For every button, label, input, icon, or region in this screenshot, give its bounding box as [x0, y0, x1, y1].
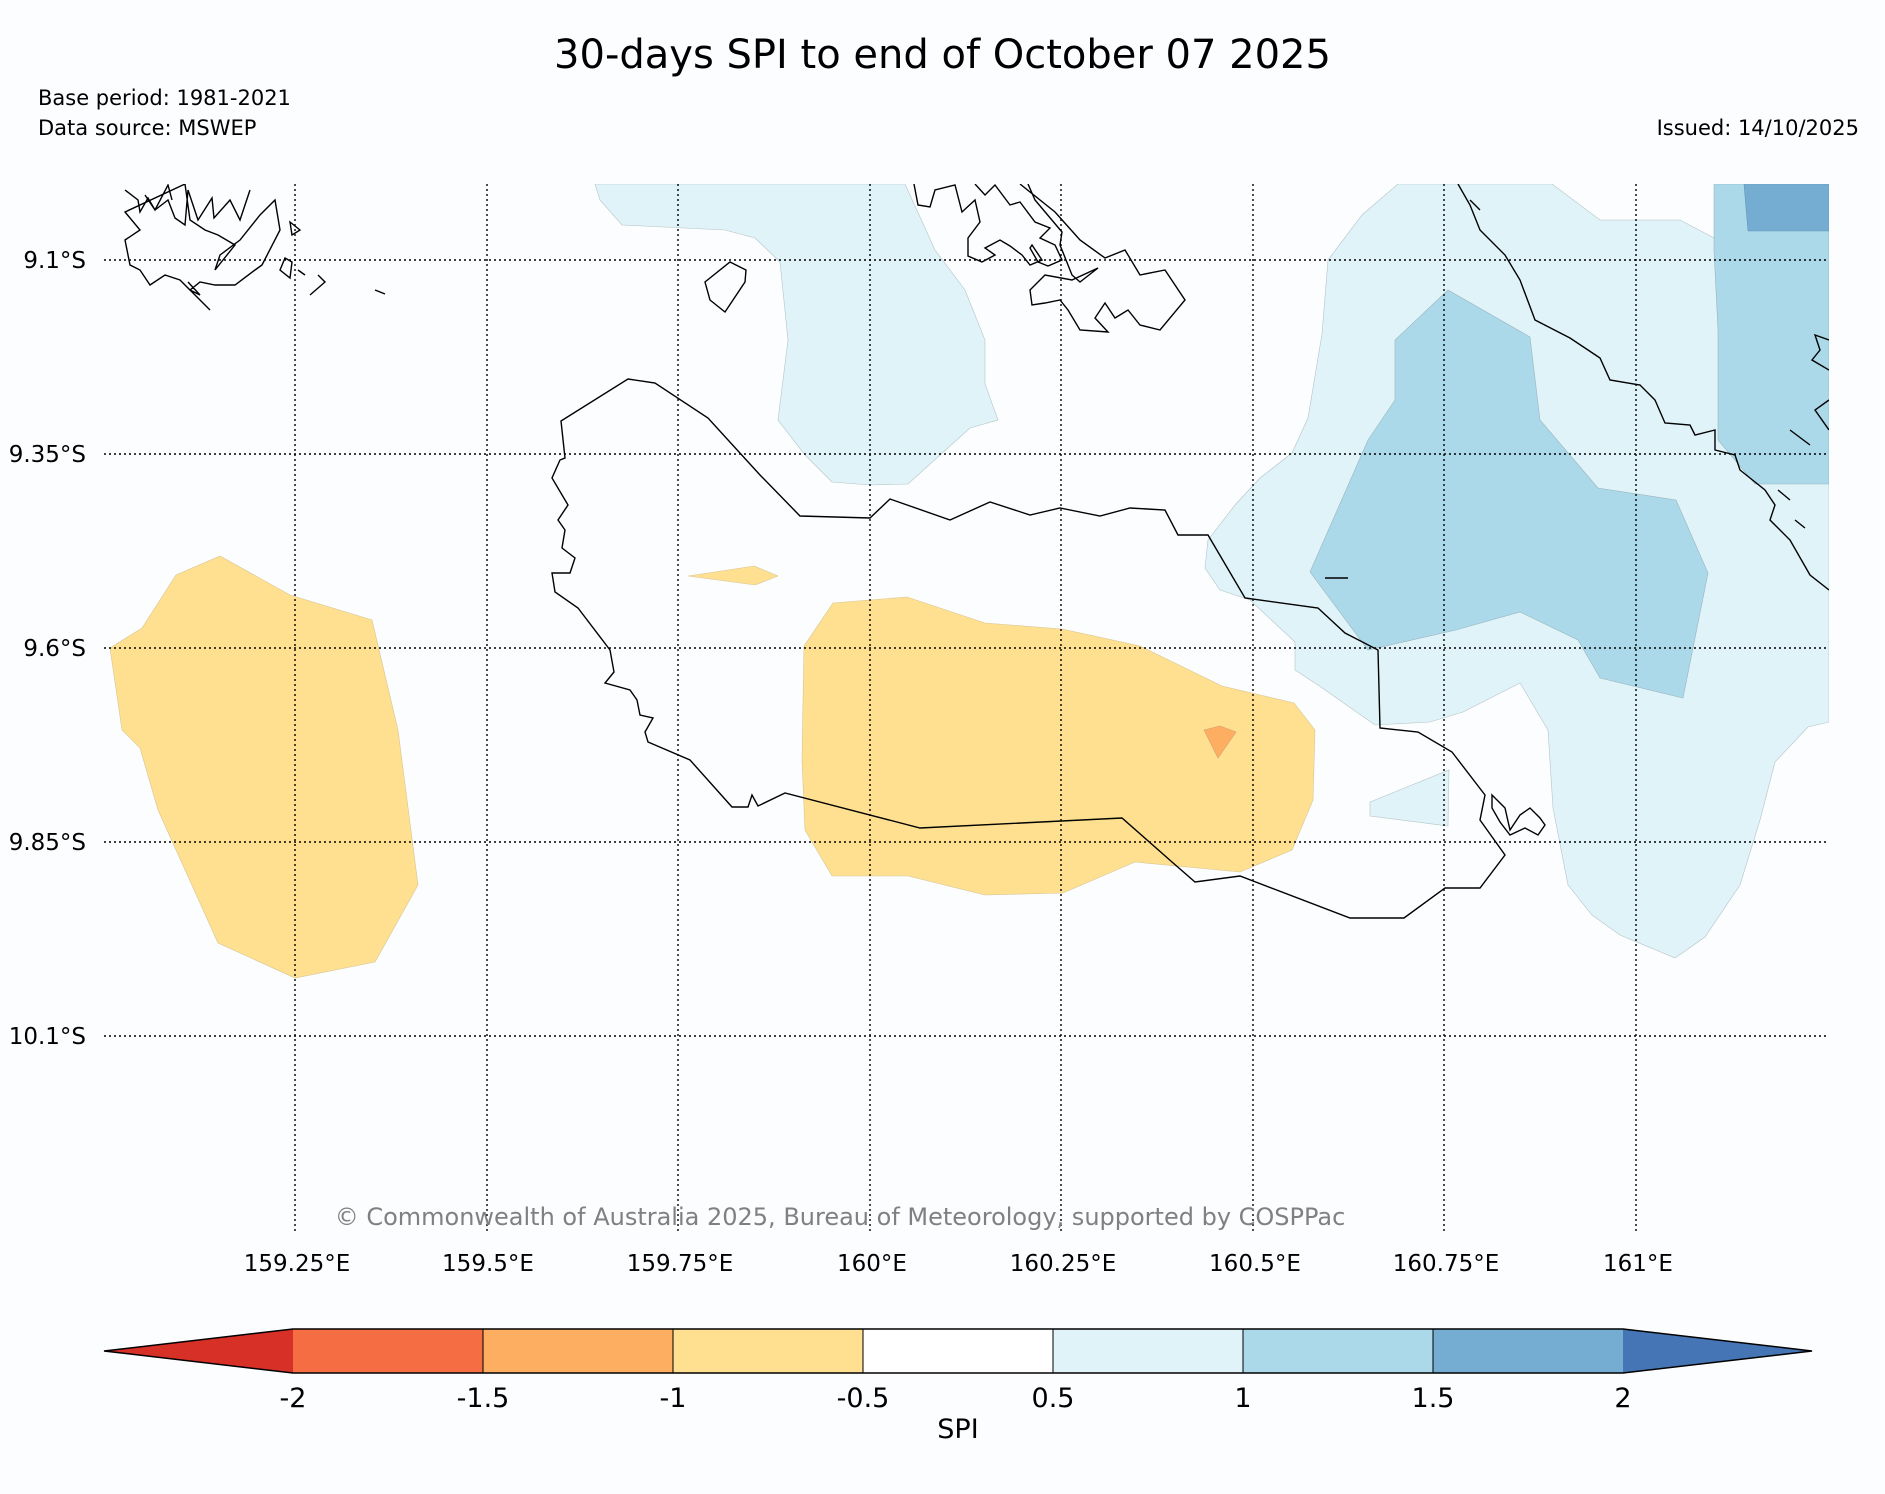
island-guadalcanal	[551, 378, 1506, 919]
colorbar-bin	[483, 1329, 673, 1373]
colorbar-tick: -0.5	[837, 1383, 890, 1414]
colorbar-bin	[1053, 1329, 1243, 1373]
lat-label: 9.6°S	[23, 636, 86, 662]
lat-label: 9.35°S	[9, 442, 86, 468]
lon-label: 160.75°E	[1393, 1251, 1500, 1277]
data-source: Data source: MSWEP	[38, 116, 257, 140]
contour-wet-moderate-central	[1309, 289, 1709, 699]
colorbar-tick: 0.5	[1032, 1383, 1075, 1414]
colorbar-extend-max	[1623, 1329, 1812, 1373]
lon-label: 159.75°E	[627, 1251, 734, 1277]
spi-contours	[109, 184, 1829, 979]
contour-wet-mild-south	[1369, 769, 1450, 827]
contour-wet-mild-north	[594, 184, 999, 486]
contour-dry-mild-west	[109, 555, 419, 979]
longitude-labels: 159.25°E 159.5°E 159.75°E 160°E 160.25°E…	[244, 1251, 1673, 1277]
contour-wet-moderate-ne	[1713, 184, 1829, 485]
colorbar-tick: -2	[280, 1383, 307, 1414]
latitude-labels: 9.1°S 9.35°S 9.6°S 9.85°S 10.1°S	[9, 248, 86, 1050]
lat-label: 10.1°S	[9, 1024, 86, 1050]
colorbar-bin	[1243, 1329, 1433, 1373]
colorbar-tick: -1	[660, 1383, 687, 1414]
island-ne-coast	[1457, 184, 1829, 591]
colorbar-tick: 1	[1234, 1383, 1251, 1414]
islet-south-east	[1491, 793, 1546, 836]
copyright-notice: © Commonwealth of Australia 2025, Bureau…	[335, 1203, 1346, 1231]
colorbar-outline	[103, 1328, 1813, 1374]
lon-label: 160.25°E	[1010, 1251, 1117, 1277]
colorbar-bin	[863, 1329, 1053, 1373]
contour-dry-mild-central	[801, 596, 1316, 896]
islands-far-north-west	[123, 184, 386, 311]
colorbar-tick: 2	[1614, 1383, 1631, 1414]
gridlines	[104, 184, 1829, 1234]
colorbar-bin	[1433, 1329, 1623, 1373]
lat-label: 9.1°S	[23, 248, 86, 274]
colorbar-bin	[673, 1329, 863, 1373]
issued-date: Issued: 14/10/2025	[1656, 116, 1859, 140]
contour-dry-mild-small	[687, 565, 779, 586]
contour-dry-moderate-spot	[1203, 725, 1237, 759]
lon-label: 159.25°E	[244, 1251, 351, 1277]
contour-wet-severe-ne	[1743, 184, 1829, 232]
colorbar-bin	[293, 1329, 483, 1373]
colorbar-title: SPI	[937, 1414, 978, 1445]
map-title: 30-days SPI to end of October 07 2025	[554, 32, 1331, 78]
lon-label: 160.5°E	[1209, 1251, 1301, 1277]
coastlines	[123, 184, 1829, 919]
colorbar-extend-min	[104, 1329, 293, 1373]
colorbar: -2 -1.5 -1 -0.5 0.5 1 1.5 2 SPI	[103, 1328, 1813, 1445]
base-period: Base period: 1981-2021	[38, 86, 291, 110]
lon-label: 160°E	[837, 1251, 907, 1277]
colorbar-tick: 1.5	[1412, 1383, 1455, 1414]
colorbar-tick: -1.5	[457, 1383, 510, 1414]
lat-label: 9.85°S	[9, 830, 86, 856]
lon-label: 159.5°E	[442, 1251, 534, 1277]
lon-label: 161°E	[1603, 1251, 1673, 1277]
islet-north-west	[704, 261, 747, 314]
